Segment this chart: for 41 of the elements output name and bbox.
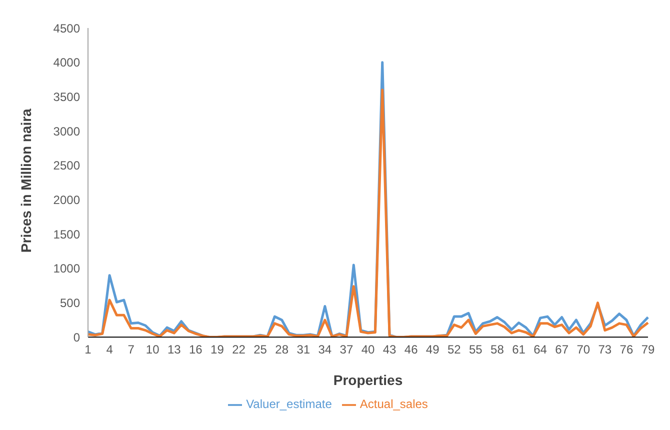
y-tick-label: 4000 [53, 56, 80, 70]
x-tick-label: 4 [106, 342, 114, 357]
x-tick-label: 19 [210, 342, 224, 357]
x-tick-label: 76 [620, 342, 634, 357]
y-tick-label: 1000 [53, 262, 80, 276]
y-tick-label: 1500 [53, 227, 80, 242]
x-tick-label: 1 [84, 342, 92, 357]
x-tick-label: 22 [232, 342, 246, 357]
x-tick-label: 64 [534, 342, 548, 357]
x-tick-label: 13 [167, 342, 182, 357]
legend-label: Actual_sales [360, 397, 428, 412]
y-tick-label: 2500 [53, 158, 80, 173]
y-tick-label: 4500 [53, 21, 80, 36]
x-tick-label: 43 [382, 342, 397, 357]
x-tick-label: 70 [576, 342, 590, 357]
x-tick-label: 37 [340, 342, 354, 357]
x-tick-label: 49 [426, 342, 440, 357]
x-axis-title: Properties [333, 372, 403, 388]
x-tick-label: 55 [469, 342, 483, 357]
y-tick-label: 2000 [53, 193, 80, 208]
x-tick-label: 67 [555, 342, 569, 357]
x-tick-label: 79 [641, 342, 655, 357]
x-tick-label: 73 [598, 342, 612, 357]
x-tick-label: 52 [447, 342, 462, 357]
legend-label: Valuer_estimate [246, 397, 332, 412]
y-tick-label: 3500 [53, 90, 80, 104]
x-tick-label: 34 [318, 342, 332, 357]
x-tick-label: 61 [512, 342, 526, 357]
y-axis-title: Prices in Million naira [18, 108, 34, 253]
x-tick-label: 31 [296, 342, 310, 357]
y-tick-label: 500 [60, 296, 80, 310]
x-tick-label: 16 [189, 342, 203, 357]
x-tick-label: 46 [404, 342, 418, 357]
x-tick-label: 10 [146, 342, 160, 357]
y-tick-label: 0 [73, 330, 80, 344]
y-tick-label: 3000 [53, 124, 80, 138]
x-tick-label: 28 [275, 342, 289, 357]
x-tick-label: 58 [490, 342, 504, 357]
x-tick-label: 25 [254, 342, 268, 357]
x-tick-label: 40 [361, 342, 375, 357]
x-tick-label: 7 [128, 342, 135, 357]
